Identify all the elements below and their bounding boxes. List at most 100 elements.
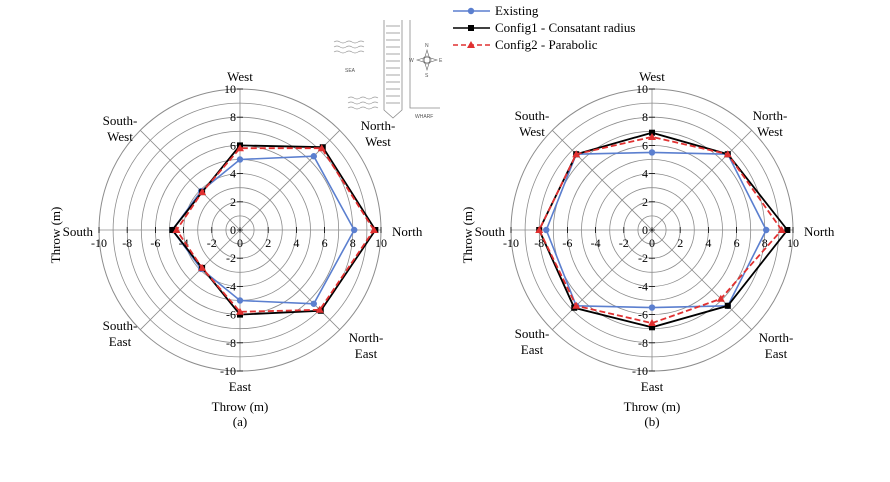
y-tick-label: 8 — [642, 110, 648, 124]
y-tick-label: 4 — [642, 167, 648, 181]
legend-label-config1: Config1 - Consatant radius — [495, 20, 635, 35]
data-point-config1 — [649, 324, 655, 331]
y-tick-label: -8 — [226, 336, 236, 350]
direction-label-west: West — [639, 69, 665, 84]
data-point-config2 — [172, 226, 181, 233]
direction-label-north-east-1: North- — [349, 330, 384, 345]
x-tick-label: -6 — [150, 236, 160, 250]
direction-label-north-west-1: North- — [753, 108, 788, 123]
grid-spoke — [651, 130, 752, 231]
x-tick-label: 4 — [705, 236, 711, 250]
data-point-config2 — [648, 132, 656, 140]
grid-spoke — [552, 229, 653, 330]
direction-label-north-west-2: West — [757, 124, 783, 139]
direction-label-north-east-1: North- — [759, 330, 794, 345]
compass-s-label: S — [425, 73, 429, 79]
y-tick-label: -10 — [220, 364, 236, 378]
direction-label-south: South — [63, 224, 94, 239]
caption-b: (b) — [644, 414, 659, 429]
inset-wharf-label: WHARF — [415, 114, 433, 120]
breakwater-structure — [383, 20, 440, 119]
data-point-config2 — [236, 144, 244, 152]
x-tick-label: 6 — [322, 236, 328, 250]
x-tick-label: -2 — [207, 236, 217, 250]
direction-label-north: North — [392, 224, 423, 239]
direction-label-north-west-1: North- — [361, 118, 396, 133]
data-point-config2 — [648, 319, 656, 327]
x-tick-label: 0 — [237, 236, 243, 250]
data-point-config2 — [198, 263, 207, 271]
x-tick-label: 8 — [762, 236, 768, 250]
x-tick-label: 0 — [649, 236, 655, 250]
series-line-config2 — [538, 135, 783, 325]
data-point-config1 — [784, 227, 791, 233]
direction-label-south-east-2: East — [109, 334, 132, 349]
data-point-config2 — [716, 294, 725, 302]
data-point-config2 — [236, 307, 244, 315]
legend-label-config2: Config2 - Parabolic — [495, 37, 598, 52]
y-axis-label-b: Throw (m) — [460, 207, 475, 264]
data-point-existing — [236, 297, 244, 304]
x-tick-label: -4 — [591, 236, 601, 250]
direction-label-north: North — [804, 224, 835, 239]
data-point-config2 — [315, 305, 324, 313]
data-point-config2 — [572, 301, 581, 309]
sea-waves — [333, 40, 379, 110]
y-tick-label: 0 — [230, 223, 236, 237]
x-tick-label: -6 — [562, 236, 572, 250]
direction-label-east: East — [229, 379, 252, 394]
compass-n-label: N — [425, 43, 429, 49]
legend-item-config2: Config2 - Parabolic — [453, 37, 598, 52]
direction-label-south-west-2: West — [519, 124, 545, 139]
y-tick-label: 8 — [230, 110, 236, 124]
y-tick-label: -6 — [638, 308, 648, 322]
data-point-config1 — [724, 302, 731, 309]
data-point-existing — [351, 226, 358, 234]
x-tick-label: 8 — [350, 236, 356, 250]
x-axis-label-a: Throw (m) — [212, 399, 269, 414]
y-tick-label: 10 — [636, 82, 648, 96]
direction-label-south-east-2: East — [521, 342, 544, 357]
y-tick-label: -2 — [226, 251, 236, 265]
direction-label-south: South — [475, 224, 506, 239]
x-tick-label: 10 — [787, 236, 799, 250]
data-point-config2 — [535, 226, 544, 233]
y-tick-label: 4 — [230, 167, 236, 181]
direction-label-north-east-2: East — [765, 346, 788, 361]
data-point-config2 — [777, 226, 786, 233]
data-point-config2 — [369, 226, 378, 233]
grid-spoke — [552, 130, 653, 231]
y-tick-label: 6 — [230, 138, 236, 152]
direction-label-south-west-1: South- — [515, 108, 550, 123]
grid-spoke — [651, 229, 752, 330]
x-axis-label-b: Throw (m) — [624, 399, 681, 414]
x-tick-label: -2 — [619, 236, 629, 250]
caption-a: (a) — [233, 414, 247, 429]
x-tick-label: 2 — [265, 236, 271, 250]
direction-label-north-east-2: East — [355, 346, 378, 361]
data-point-existing — [648, 149, 656, 156]
y-tick-label: 10 — [224, 82, 236, 96]
legend-item-existing: Existing — [453, 3, 539, 18]
y-tick-label: 6 — [642, 138, 648, 152]
y-tick-label: -2 — [638, 251, 648, 265]
y-axis-label-a: Throw (m) — [48, 207, 63, 264]
y-tick-label: 2 — [642, 195, 648, 209]
direction-label-south-west-2: West — [107, 129, 133, 144]
data-point-existing — [310, 300, 317, 307]
y-tick-label: 2 — [230, 195, 236, 209]
grid-spoke — [140, 130, 241, 231]
direction-label-south-east-1: South- — [515, 326, 550, 341]
x-tick-label: 10 — [375, 236, 387, 250]
data-point-existing — [543, 226, 550, 234]
y-tick-label: -10 — [632, 364, 648, 378]
legend-label-existing: Existing — [495, 3, 539, 18]
data-point-config2 — [572, 150, 581, 158]
inset-sea-label: SEA — [345, 68, 356, 74]
x-tick-label: 6 — [734, 236, 740, 250]
y-tick-label: -8 — [638, 336, 648, 350]
x-tick-label: -10 — [91, 236, 107, 250]
direction-label-north-west-2: West — [365, 134, 391, 149]
